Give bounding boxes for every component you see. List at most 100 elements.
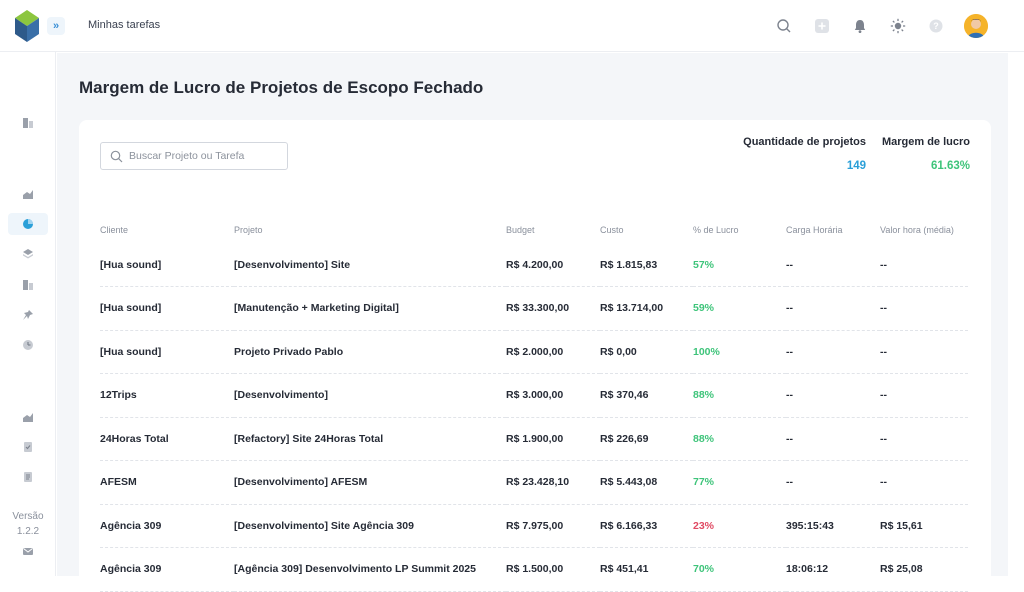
avatar[interactable] <box>964 14 988 38</box>
search-icon[interactable] <box>774 16 794 36</box>
stat-projects-value: 149 <box>846 160 866 172</box>
cell-profit: 23% <box>693 504 786 548</box>
cell-client: [Hua sound] <box>100 330 234 374</box>
stat-margin-value: 61.63% <box>930 160 970 172</box>
board-icon <box>23 118 33 128</box>
sidebar-item-notes[interactable] <box>12 466 44 488</box>
cell-hourly-rate: -- <box>880 417 968 461</box>
report-card: Quantidade de projetos 149 Margem de luc… <box>79 120 991 592</box>
cell-hourly-rate: -- <box>880 460 968 505</box>
search-icon <box>110 150 123 162</box>
search-box[interactable] <box>100 142 288 170</box>
cell-budget: R$ 7.975,00 <box>506 504 600 548</box>
breadcrumb: Minhas tarefas <box>88 19 161 31</box>
cell-project: [Desenvolvimento] Site Agência 309 <box>234 504 506 548</box>
sidebar-item-documents[interactable] <box>12 274 44 296</box>
bell-icon[interactable] <box>850 16 870 36</box>
cell-client: Agência 309 <box>100 504 234 548</box>
cell-hours: -- <box>786 330 880 374</box>
cell-cost: R$ 5.443,08 <box>600 460 693 505</box>
cell-client: 24Horas Total <box>100 417 234 461</box>
table-row[interactable]: [Hua sound] Projeto Privado Pablo R$ 2.000… <box>100 330 968 374</box>
checklist-icon <box>24 442 32 452</box>
sidebar-item-boards[interactable] <box>12 112 44 134</box>
pie-chart-icon <box>23 219 33 229</box>
version-number: 1.2.2 <box>16 526 40 537</box>
cell-hourly-rate: -- <box>880 373 968 418</box>
cell-cost: R$ 370,46 <box>600 373 693 418</box>
plus-icon[interactable] <box>812 16 832 36</box>
cell-cost: R$ 6.166,33 <box>600 504 693 548</box>
page-title: Margem de Lucro de Projetos de Escopo Fe… <box>79 78 484 97</box>
column-header-client[interactable]: Cliente <box>100 225 129 235</box>
help-icon[interactable]: ? <box>926 16 946 36</box>
cell-profit: 77% <box>693 460 786 505</box>
cell-budget: R$ 33.300,00 <box>506 286 600 331</box>
table-row[interactable]: 12Trips [Desenvolvimento] R$ 3.000,00 R$ 37… <box>100 373 968 418</box>
sidebar-item-tasks[interactable] <box>12 436 44 458</box>
table-row[interactable]: Agência 309 [Desenvolvimento] Site Agênci… <box>100 504 968 548</box>
cell-profit: 70% <box>693 547 786 592</box>
sun-icon[interactable] <box>888 16 908 36</box>
table-row[interactable]: [Hua sound] [Desenvolvimento] Site R$ 4.20… <box>100 243 968 287</box>
stat-projects-label: Quantidade de projetos <box>743 136 866 148</box>
search-input[interactable] <box>129 150 279 162</box>
sidebar-item-layers[interactable] <box>12 243 44 265</box>
cell-hours: -- <box>786 373 880 418</box>
cell-budget: R$ 23.428,10 <box>506 460 600 505</box>
version-label: Versão <box>12 511 44 522</box>
cell-hours: -- <box>786 243 880 287</box>
pin-icon <box>23 310 33 320</box>
cell-project: Projeto Privado Pablo <box>234 330 506 374</box>
cell-project: [Agência 309] Desenvolvimento LP Summit … <box>234 547 506 592</box>
cell-hourly-rate: -- <box>880 243 968 287</box>
sidebar-item-messages[interactable] <box>12 540 44 562</box>
table-row[interactable]: 24Horas Total [Refactory] Site 24Horas To… <box>100 417 968 461</box>
cell-cost: R$ 451,41 <box>600 547 693 592</box>
column-header-hours[interactable]: Carga Horária <box>786 225 843 235</box>
sidebar-item-analytics[interactable] <box>12 406 44 428</box>
table-body: [Hua sound] [Desenvolvimento] Site R$ 4.20… <box>100 243 968 592</box>
cell-client: Agência 309 <box>100 547 234 592</box>
layers-icon <box>23 249 33 259</box>
app-logo[interactable] <box>12 8 42 44</box>
cell-budget: R$ 2.000,00 <box>506 330 600 374</box>
stat-projects: Quantidade de projetos 149 <box>743 136 866 172</box>
cell-hourly-rate: R$ 15,61 <box>880 504 968 548</box>
column-header-profit[interactable]: % de Lucro <box>693 225 739 235</box>
cell-cost: R$ 226,69 <box>600 417 693 461</box>
sidebar-item-reports[interactable] <box>12 183 44 205</box>
table-header-row: Cliente Projeto Budget Custo % de Lucro … <box>100 217 968 243</box>
column-header-cost[interactable]: Custo <box>600 225 624 235</box>
sidebar: Versão 1.2.2 <box>0 52 56 576</box>
table-row[interactable]: Agência 309 [Agência 309] Desenvolvimento… <box>100 547 968 592</box>
cell-client: [Hua sound] <box>100 243 234 287</box>
main-content: Margem de Lucro de Projetos de Escopo Fe… <box>57 53 1008 592</box>
cell-profit: 88% <box>693 373 786 418</box>
cell-project: [Desenvolvimento] AFESM <box>234 460 506 505</box>
cell-profit: 57% <box>693 243 786 287</box>
cell-profit: 100% <box>693 330 786 374</box>
cell-profit: 88% <box>693 417 786 461</box>
stat-margin: Margem de lucro 61.63% <box>882 136 970 172</box>
table-row[interactable]: [Hua sound] [Manutenção + Marketing Digit… <box>100 286 968 331</box>
column-header-hourly-rate[interactable]: Valor hora (média) <box>880 225 954 235</box>
cell-hourly-rate: R$ 25,08 <box>880 547 968 592</box>
stat-margin-label: Margem de lucro <box>881 136 970 148</box>
mail-icon <box>23 548 33 555</box>
cell-budget: R$ 3.000,00 <box>506 373 600 418</box>
projects-table: Cliente Projeto Budget Custo % de Lucro … <box>100 217 968 592</box>
column-header-project[interactable]: Projeto <box>234 225 263 235</box>
cell-budget: R$ 1.900,00 <box>506 417 600 461</box>
column-header-budget[interactable]: Budget <box>506 225 535 235</box>
sidebar-item-pinned[interactable] <box>12 304 44 326</box>
clock-icon <box>23 340 33 350</box>
note-icon <box>24 472 32 482</box>
cell-client: AFESM <box>100 460 234 505</box>
top-bar: » Minhas tarefas ? <box>0 0 1024 52</box>
sidebar-item-profit-margin[interactable] <box>8 213 48 235</box>
cell-hours: -- <box>786 460 880 505</box>
expand-sidebar-button[interactable]: » <box>47 17 65 35</box>
table-row[interactable]: AFESM [Desenvolvimento] AFESM R$ 23.428,10… <box>100 460 968 505</box>
sidebar-item-time[interactable] <box>12 334 44 356</box>
